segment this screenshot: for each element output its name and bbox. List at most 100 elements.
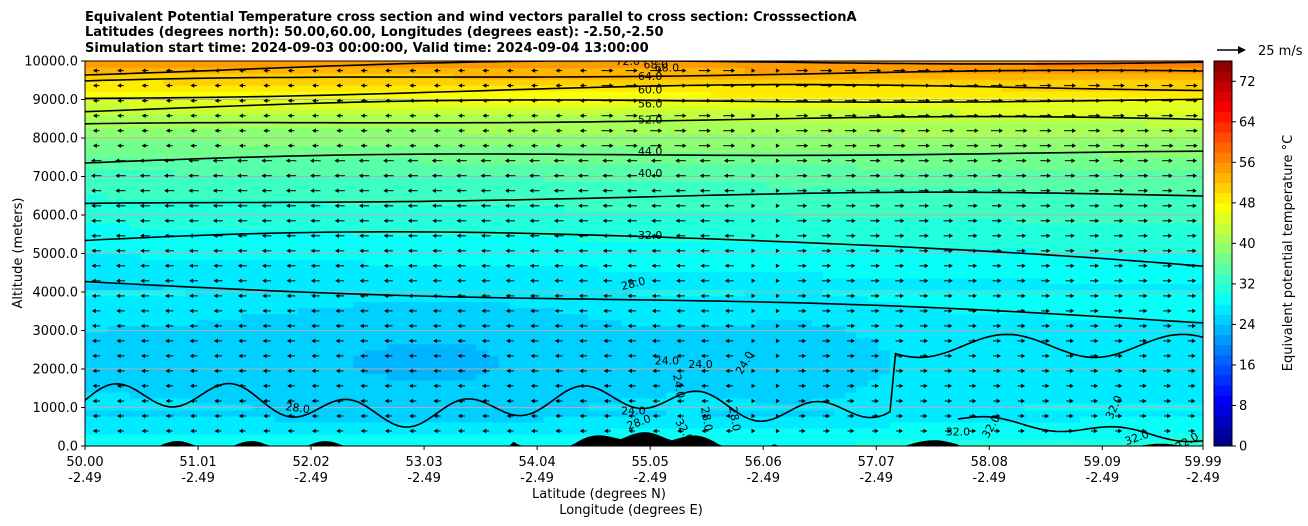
field-cell	[342, 367, 354, 375]
field-cell	[521, 397, 533, 405]
field-cell	[453, 133, 466, 140]
field-cell	[912, 295, 925, 303]
field-cell	[420, 91, 433, 98]
field-cell	[219, 223, 231, 231]
field-cell	[219, 247, 231, 255]
field-cell	[442, 127, 455, 134]
field-cell	[834, 271, 846, 279]
field-cell	[319, 265, 332, 273]
field-cell	[96, 331, 108, 339]
field-cell	[308, 103, 321, 110]
field-cell	[442, 235, 455, 243]
field-cell	[744, 163, 757, 170]
field-cell	[375, 247, 388, 255]
field-cell	[353, 67, 366, 74]
field-cell	[196, 157, 209, 164]
field-cell	[744, 109, 757, 116]
field-cell	[901, 157, 913, 164]
field-cell	[621, 229, 634, 237]
field-cell	[163, 295, 176, 303]
field-cell	[565, 109, 578, 116]
field-cell	[644, 205, 656, 212]
field-cell	[364, 169, 377, 176]
field-cell	[878, 271, 891, 279]
field-cell	[409, 301, 421, 309]
field-cell	[845, 439, 858, 446]
field-cell	[509, 409, 522, 417]
field-cell	[588, 301, 600, 309]
field-cell	[509, 241, 522, 249]
field-cell	[96, 355, 108, 363]
field-cell	[476, 355, 489, 363]
field-cell	[96, 169, 108, 176]
field-cell	[722, 343, 735, 351]
field-cell	[744, 247, 757, 255]
field-cell	[878, 79, 891, 86]
field-cell	[521, 205, 533, 212]
field-cell	[375, 307, 388, 315]
field-cell	[297, 193, 310, 200]
field-cell	[375, 331, 388, 339]
field-cell	[398, 439, 410, 446]
field-cell	[532, 421, 544, 429]
field-cell	[733, 229, 746, 237]
field-cell	[330, 421, 343, 429]
field-cell	[834, 253, 846, 261]
field-cell	[934, 163, 947, 170]
field-cell	[621, 109, 634, 116]
field-cell	[308, 433, 321, 441]
field-cell	[632, 391, 645, 399]
field-cell	[230, 415, 243, 423]
field-cell	[319, 127, 332, 134]
field-cell	[867, 199, 880, 206]
field-cell	[822, 325, 835, 333]
field-cell	[353, 379, 366, 387]
field-cell	[263, 133, 276, 140]
field-cell	[85, 157, 97, 164]
field-cell	[822, 313, 835, 321]
field-cell	[375, 109, 388, 116]
field-cell	[599, 139, 612, 146]
field-cell	[252, 295, 265, 303]
field-cell	[644, 307, 656, 315]
field-cell	[152, 277, 164, 285]
field-cell	[107, 439, 120, 446]
field-cell	[766, 313, 779, 321]
field-cell	[576, 253, 589, 261]
field-cell	[319, 133, 332, 140]
field-cell	[655, 253, 667, 261]
field-cell	[465, 115, 477, 122]
field-cell	[755, 289, 768, 297]
field-cell	[923, 133, 936, 140]
field-cell	[543, 169, 556, 176]
field-cell	[207, 193, 220, 200]
field-cell	[174, 109, 187, 116]
field-cell	[431, 385, 444, 393]
field-cell	[532, 139, 544, 146]
field-cell	[375, 229, 388, 237]
field-cell	[230, 133, 243, 140]
field-cell	[207, 145, 220, 152]
field-cell	[174, 391, 187, 399]
field-cell	[766, 325, 779, 333]
field-cell	[800, 85, 813, 92]
field-cell	[811, 439, 824, 446]
field-cell	[241, 415, 254, 423]
field-cell	[431, 301, 444, 309]
field-cell	[308, 91, 321, 98]
field-cell	[778, 307, 790, 315]
field-cell	[599, 301, 612, 309]
field-cell	[375, 79, 388, 86]
field-cell	[834, 367, 846, 375]
field-cell	[778, 415, 790, 423]
field-cell	[878, 367, 891, 375]
field-cell	[766, 229, 779, 237]
field-cell	[923, 361, 936, 369]
field-cell	[588, 319, 600, 327]
field-cell	[722, 319, 735, 327]
field-cell	[711, 223, 723, 231]
field-cell	[230, 367, 243, 375]
field-cell	[252, 259, 265, 267]
field-cell	[498, 187, 511, 194]
field-cell	[543, 421, 556, 429]
